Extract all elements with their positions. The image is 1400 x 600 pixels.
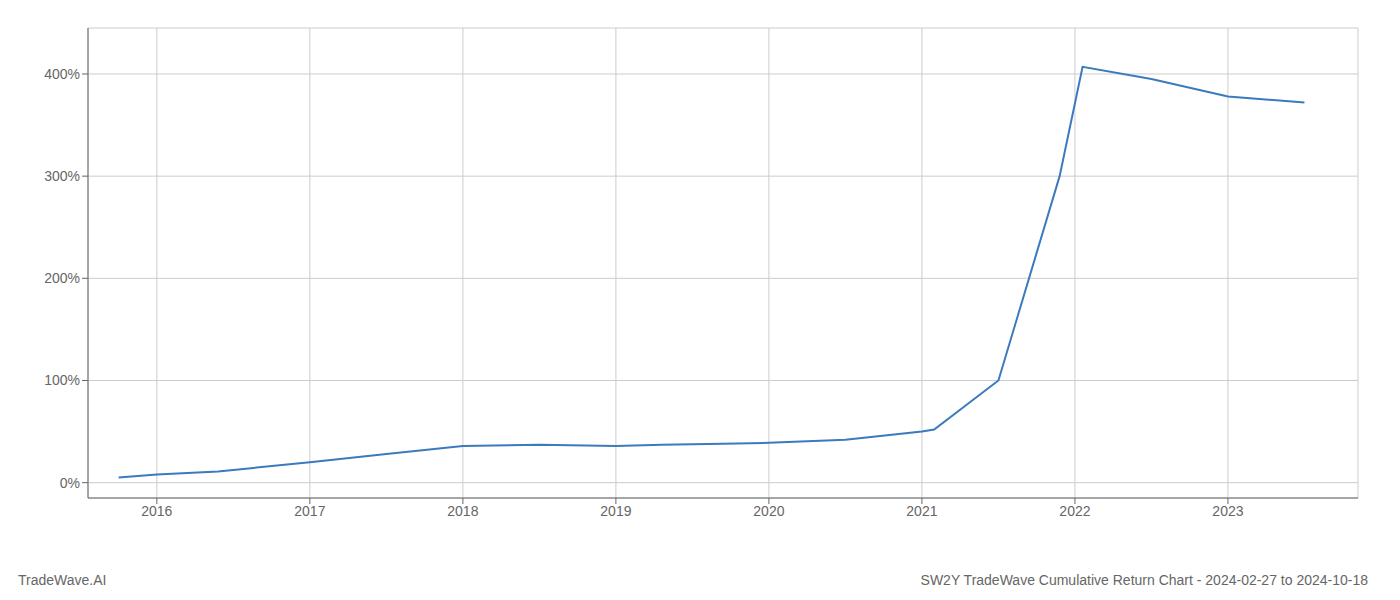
svg-text:2016: 2016 xyxy=(141,503,172,519)
svg-text:100%: 100% xyxy=(44,372,80,388)
svg-text:300%: 300% xyxy=(44,168,80,184)
svg-text:400%: 400% xyxy=(44,66,80,82)
svg-text:200%: 200% xyxy=(44,270,80,286)
svg-text:2020: 2020 xyxy=(753,503,784,519)
svg-text:2018: 2018 xyxy=(447,503,478,519)
svg-text:2019: 2019 xyxy=(600,503,631,519)
html-text:SW2Y TradeWave Cumulative Retu: SW2Y TradeWave Cumulative Return Chart -… xyxy=(920,572,1368,588)
svg-text:2021: 2021 xyxy=(906,503,937,519)
svg-text:2017: 2017 xyxy=(294,503,325,519)
svg-text:2022: 2022 xyxy=(1059,503,1090,519)
svg-text:2023: 2023 xyxy=(1212,503,1243,519)
html-text:TradeWave.AI: TradeWave.AI xyxy=(18,572,107,588)
svg-text:0%: 0% xyxy=(60,475,80,491)
